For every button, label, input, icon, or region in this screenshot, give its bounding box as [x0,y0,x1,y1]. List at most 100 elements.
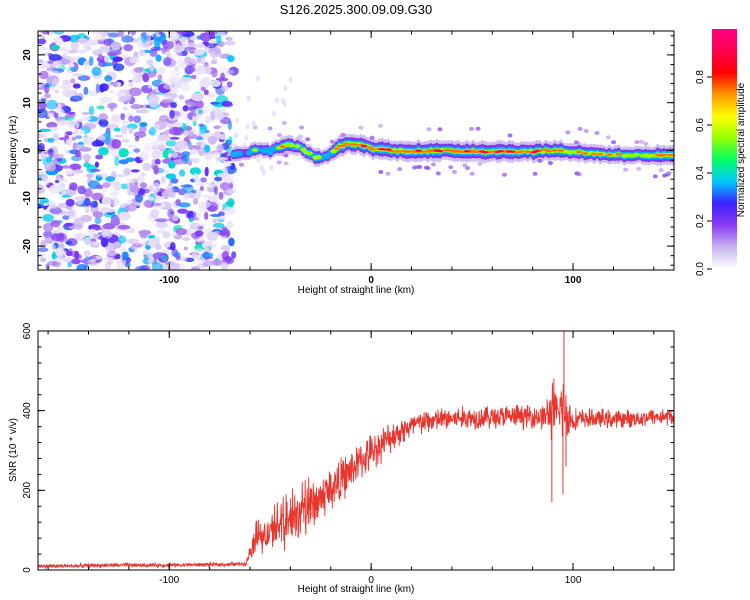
noise-blob [72,83,81,89]
noise-blob [200,256,205,264]
noise-blob [217,173,228,178]
signal-cell [518,150,525,153]
noise-blob [201,66,212,75]
noise-blob [130,169,140,173]
noise-blob [91,192,103,201]
signal-cell [351,143,359,146]
noise-blob [149,64,155,72]
noise-blob [43,222,54,233]
signal-cell [436,149,443,153]
noise-blob [216,157,229,161]
signal-side-blob [507,133,513,138]
noise-blob [137,174,145,183]
signal-side-blob [276,160,282,165]
noise-blob [82,153,92,161]
noise-blob [195,99,204,110]
noise-blob [38,70,49,80]
y-tick-label: 400 [22,402,33,419]
noise-blob [157,134,171,142]
noise-blob [101,62,114,67]
noise-blob [231,251,237,259]
noise-blob [89,200,98,208]
noise-blob [149,126,156,136]
noise-blob [223,163,232,167]
snr-series [38,331,674,570]
noise-blob [138,125,147,133]
noise-blob [215,77,229,82]
noise-blob [202,260,214,267]
noise-blob [170,102,178,109]
signal-side-blob [358,125,364,130]
noise-blob [44,177,50,186]
noise-blob [216,34,222,45]
noise-blob [204,245,212,253]
noise-blob [55,118,68,125]
noise-blob [135,265,148,270]
noise-blob [227,120,233,130]
noise-blob [151,262,163,270]
noise-blob [85,39,99,46]
noise-blob [220,245,231,252]
noise-blob [150,208,160,219]
noise-blob [213,185,219,196]
noise-blob [128,81,135,88]
noise-blob [225,36,233,41]
noise-blob [81,111,91,116]
noise-blob [176,31,187,35]
noise-blob [71,73,84,77]
noise-blob [121,35,134,43]
noise-blob [147,258,154,264]
signal-side-blob [639,139,644,144]
y-tick-label: -20 [22,238,33,253]
noise-blob [48,184,62,194]
snr-line [38,382,674,570]
noise-blob [147,94,160,105]
noise-blob [171,152,179,159]
noise-blob [151,150,162,159]
noise-blob [91,140,101,147]
noise-blob [210,213,222,217]
noise-blob [157,74,163,81]
noise-blob [123,44,133,52]
noise-blob [226,81,233,88]
noise-blob [112,81,118,88]
noise-blob [189,36,197,41]
noise-blob [47,149,54,153]
noise-blob [105,176,116,182]
noise-blob [224,256,233,263]
noise-blob [117,31,125,37]
noise-blob [210,51,217,59]
noise-blob [128,127,134,134]
noise-blob [112,63,125,72]
signal-cell [306,151,313,156]
signal-side-blob [297,134,303,139]
noise-blob [93,255,103,260]
noise-blob [54,256,67,263]
noise-blob [171,88,179,94]
noise-blob [50,44,60,51]
noise-blob [269,164,274,171]
noise-blob [200,86,206,92]
noise-blob [88,56,94,66]
noise-blob [65,138,72,146]
noise-blob [108,89,115,94]
noise-blob [173,122,184,128]
noise-blob [114,134,124,138]
noise-blob [49,85,55,91]
noise-blob [168,126,181,136]
noise-blob [82,136,95,146]
noise-blob [161,254,168,262]
noise-blob [169,109,175,119]
noise-blob [102,223,116,230]
x-tick-label: 0 [368,275,374,286]
noise-blob [62,215,70,220]
noise-blob [139,151,149,161]
noise-blob [199,55,206,65]
noise-blob [91,241,99,247]
noise-blob [221,261,229,270]
noise-blob [83,188,93,198]
noise-blob [135,194,143,203]
noise-blob [130,243,139,250]
noise-blob [39,102,47,109]
noise-blob [190,266,200,270]
